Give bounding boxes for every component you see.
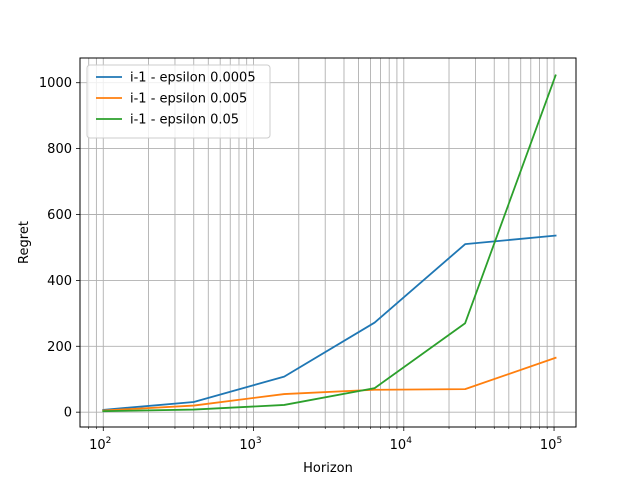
x-tick-exponent: 2 (106, 436, 112, 446)
legend: i-1 - epsilon 0.0005 i-1 - epsilon 0.005 i… (86, 64, 271, 139)
y-tick-label: 200 (47, 340, 72, 355)
plot-frame (79, 57, 577, 428)
x-axis-label: Horizon (303, 461, 353, 476)
series-line-3 (102, 74, 557, 413)
y-tick-label: 0 (64, 406, 72, 421)
x-tick-base: 10 (540, 438, 557, 453)
legend-label: i-1 - epsilon 0.0005 (130, 71, 256, 86)
x-tick-exponent: 5 (556, 436, 562, 446)
y-tick-label: 600 (47, 208, 72, 223)
series-line-2 (102, 356, 557, 412)
x-tick-label: 102 (89, 436, 111, 453)
y-axis-label: Regret (17, 221, 32, 264)
legend-label: i-1 - epsilon 0.005 (130, 92, 247, 107)
x-tick-base: 10 (239, 438, 256, 453)
y-tick-label: 1000 (39, 76, 72, 91)
x-tick-exponent: 4 (406, 436, 412, 446)
series-lines-layer (102, 74, 557, 413)
x-tick-exponent: 3 (256, 436, 262, 446)
legend-box (86, 64, 271, 139)
x-tick-label: 103 (239, 436, 261, 453)
series-line-1 (102, 234, 557, 411)
x-tick-base: 10 (89, 438, 106, 453)
x-tick-base: 10 (390, 438, 407, 453)
y-tick-label: 400 (47, 274, 72, 289)
x-tick-label: 104 (390, 436, 413, 453)
y-tick-label: 800 (47, 142, 72, 157)
legend-label: i-1 - epsilon 0.05 (130, 113, 239, 128)
x-tick-label: 105 (540, 436, 562, 453)
